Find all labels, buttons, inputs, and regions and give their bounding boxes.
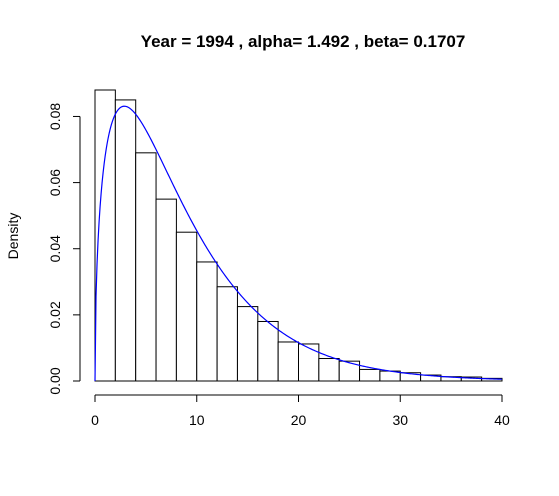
y-tick-label: 0.06: [47, 169, 63, 196]
y-axis: 0.00 0.02 0.04 0.06 0.08: [47, 103, 81, 395]
histogram-bar: [175, 231, 198, 382]
x-tick-label: 20: [291, 412, 307, 428]
histogram-bar: [359, 368, 381, 382]
density-curve-layer: [94, 105, 503, 382]
y-tick-label: 0.00: [47, 367, 63, 394]
histogram-bar: [196, 261, 218, 382]
histogram-bar: [135, 152, 157, 382]
histogram-bar: [155, 198, 177, 382]
x-tick-label: 10: [189, 412, 205, 428]
histogram-bar: [318, 358, 340, 382]
x-tick-label: 40: [494, 412, 510, 428]
histogram-bar: [298, 343, 320, 382]
histogram-bar: [216, 286, 238, 382]
histogram-bar: [277, 341, 299, 382]
x-tick-label: 30: [392, 412, 408, 428]
y-tick-label: 0.02: [47, 301, 63, 328]
histogram-bars: [94, 89, 503, 382]
histogram-bar: [236, 306, 259, 382]
y-axis-label: Density: [5, 213, 21, 260]
x-tick-label: 0: [91, 412, 99, 428]
density-curve: [94, 105, 503, 382]
x-axis: 0 10 20 30 40: [91, 394, 510, 428]
histogram-bar: [114, 99, 137, 382]
y-tick-label: 0.04: [47, 235, 63, 262]
y-tick-label: 0.08: [47, 103, 63, 130]
chart-title: Year = 1994 , alpha= 1.492 , beta= 0.170…: [141, 32, 466, 51]
histogram-bar: [257, 320, 279, 382]
